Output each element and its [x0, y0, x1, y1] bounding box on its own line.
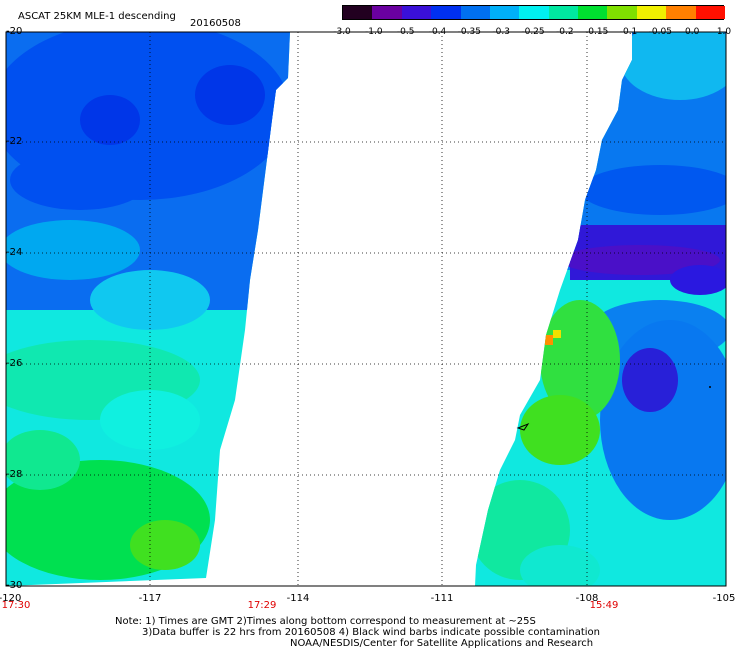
- y-tick-label: -24: [6, 247, 23, 258]
- colorbar-segment: [343, 6, 373, 19]
- colorbar-label: -0.5: [396, 27, 415, 37]
- right-swath: [475, 32, 726, 586]
- y-tick-label: -20: [6, 26, 23, 37]
- colorbar-label: -0.35: [457, 27, 481, 37]
- colorbar-label: -0.2: [556, 27, 574, 37]
- x-tick-label: -117: [138, 593, 162, 604]
- plot-frame: [5, 31, 727, 587]
- colorbar-label: -0.15: [585, 27, 609, 37]
- colorbar-segment: [372, 6, 403, 19]
- time-label-mid: 17:29: [247, 600, 277, 611]
- colorbar-segment: [519, 6, 550, 19]
- colorbar-segment: [636, 6, 667, 19]
- colorbar-label: -3.0: [333, 27, 351, 37]
- x-tick-label: -108: [575, 593, 599, 604]
- y-tick-label: -30: [6, 580, 23, 591]
- colorbar-label: -0.1: [619, 27, 638, 37]
- y-tick-label: -28: [6, 469, 23, 480]
- colorbar: [342, 5, 726, 20]
- x-tick-label: -111: [430, 593, 454, 604]
- grid-lines: [6, 32, 726, 586]
- y-tick-label: -26: [6, 358, 23, 369]
- chart-date: 20160508: [190, 18, 241, 29]
- colorbar-segment: [666, 6, 697, 19]
- time-label-left: 17:30: [1, 600, 31, 611]
- wind-barb-marker: [516, 422, 530, 431]
- colorbar-label: -1.0: [365, 27, 383, 37]
- colorbar-segment: [695, 6, 726, 19]
- colorbar-label: -0.05: [648, 27, 672, 37]
- colorbar-segment: [578, 6, 608, 19]
- x-tick-label: -105: [712, 593, 736, 604]
- time-label-right: 15:49: [589, 600, 619, 611]
- note-line-2: 3)Data buffer is 22 hrs from 20160508 4)…: [142, 627, 600, 638]
- colorbar-label: -0.4: [428, 27, 447, 37]
- colorbar-segment: [431, 6, 462, 19]
- colorbar-segment: [460, 6, 491, 19]
- colorbar-label: 0.0: [684, 27, 700, 37]
- colorbar-segment: [489, 6, 520, 19]
- x-tick-label: -114: [286, 593, 310, 604]
- chart-title: ASCAT 25KM MLE-1 descending: [18, 11, 176, 22]
- colorbar-label: -0.3: [492, 27, 510, 37]
- colorbar-segment: [548, 6, 579, 19]
- note-line-1: Note: 1) Times are GMT 2)Times along bot…: [115, 616, 536, 627]
- colorbar-label: -0.25: [521, 27, 545, 37]
- wind-barb-dot: [709, 386, 711, 388]
- colorbar-segment: [401, 6, 432, 19]
- colorbar-segment: [607, 6, 638, 19]
- note-line-3: NOAA/NESDIS/Center for Satellite Applica…: [290, 638, 594, 649]
- colorbar-label: 1.0: [716, 27, 732, 37]
- y-tick-label: -22: [6, 136, 23, 147]
- x-tick-label: -120: [0, 593, 22, 604]
- left-swath: [6, 32, 290, 586]
